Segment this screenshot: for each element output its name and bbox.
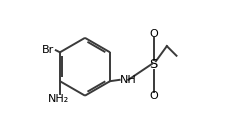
Text: O: O [149,29,158,39]
Text: NH₂: NH₂ [48,94,69,104]
Text: Br: Br [41,44,54,54]
Text: S: S [150,58,158,71]
Text: NH: NH [120,75,137,85]
Text: O: O [149,91,158,101]
